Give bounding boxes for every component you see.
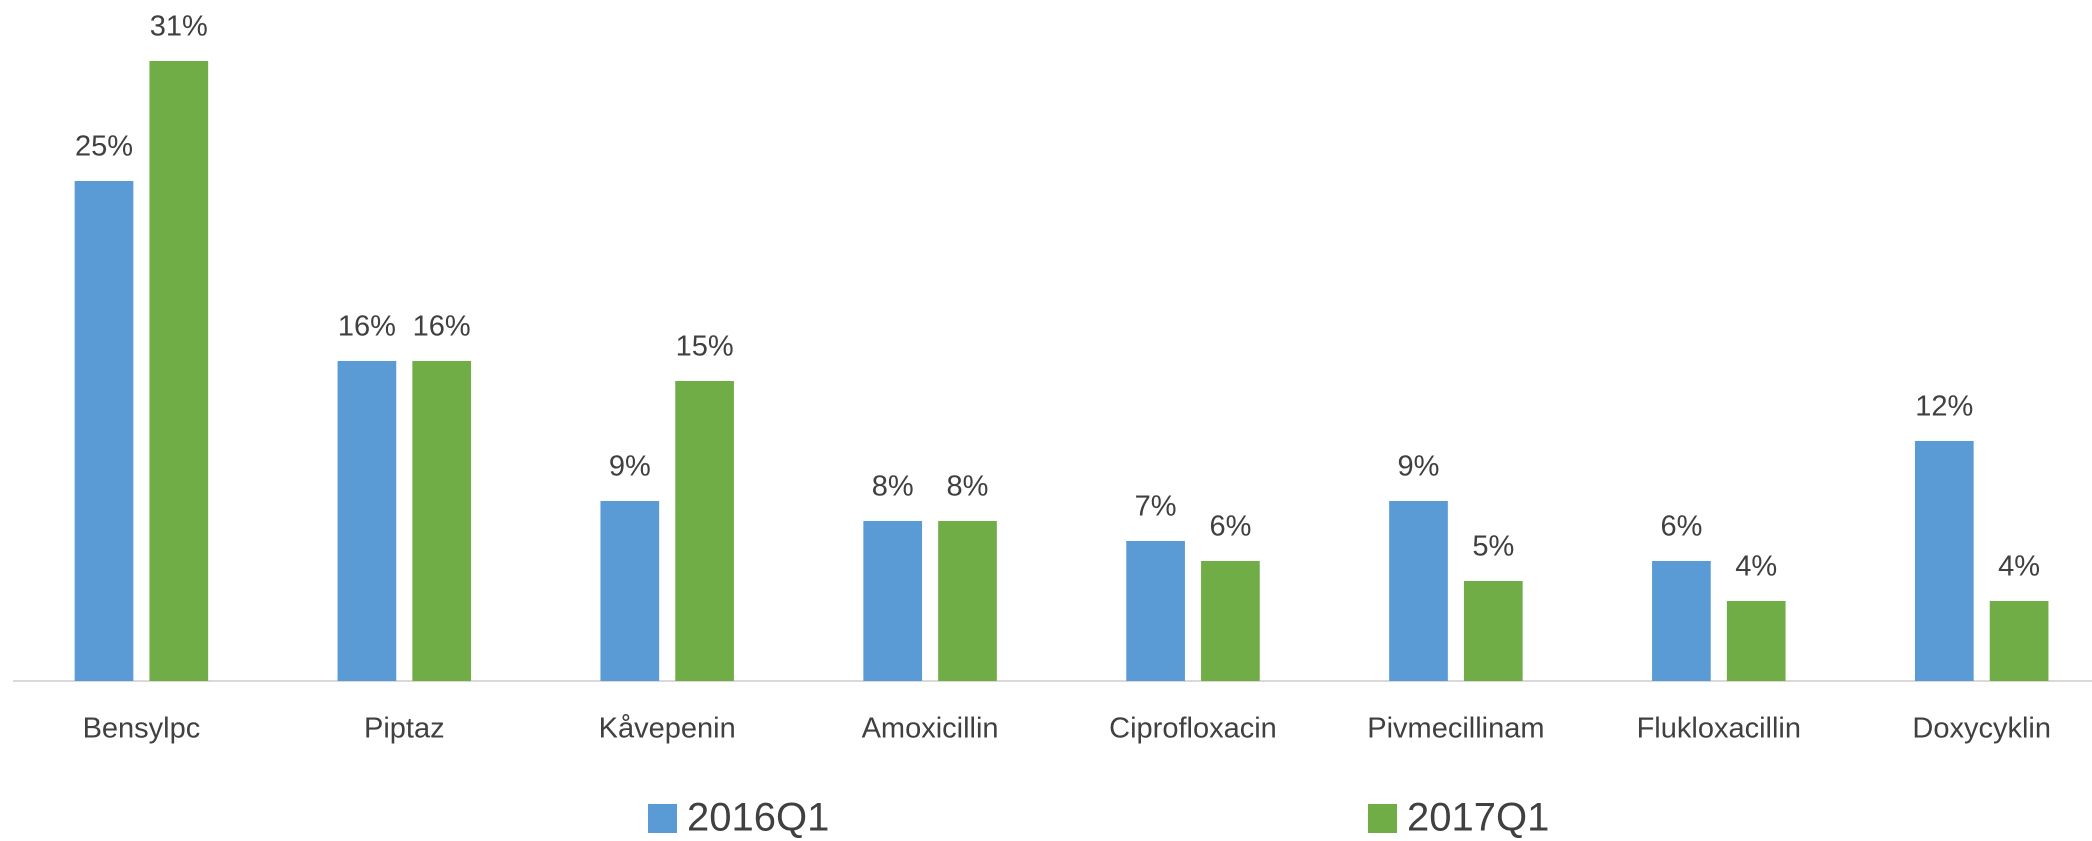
bar: [600, 501, 660, 681]
data-label: 4%: [1735, 551, 1777, 583]
bar: [938, 521, 997, 681]
x-tick-label: Doxycyklin: [1912, 713, 2051, 745]
bar: [412, 361, 472, 681]
x-tick-label: Ciprofloxacin: [1109, 713, 1277, 745]
data-label: 12%: [1915, 391, 1973, 423]
bar: [1389, 501, 1448, 681]
data-label: 16%: [413, 311, 471, 343]
legend-swatch: [1368, 804, 1397, 833]
data-label: 9%: [609, 451, 651, 483]
data-label: 9%: [1398, 451, 1440, 483]
data-label: 6%: [1209, 511, 1251, 543]
data-label: 6%: [1660, 511, 1702, 543]
data-label: 5%: [1472, 531, 1514, 563]
x-tick-label: Kåvepenin: [599, 713, 736, 745]
bar: [863, 521, 923, 681]
bar: [1652, 561, 1711, 681]
bar: [1914, 441, 1974, 681]
data-label: 4%: [1998, 551, 2040, 583]
legend-label: 2017Q1: [1407, 796, 1549, 840]
bar: [1201, 561, 1260, 681]
data-label: 31%: [150, 11, 208, 43]
x-tick-label: Amoxicillin: [862, 713, 999, 745]
data-label: 16%: [338, 311, 396, 343]
bar: [1989, 601, 2049, 681]
data-label: 7%: [1135, 491, 1177, 523]
bar: [1126, 541, 1185, 681]
bar: [675, 381, 734, 681]
x-tick-label: Piptaz: [364, 713, 445, 745]
x-tick-label: Flukloxacillin: [1637, 713, 1801, 745]
data-label: 8%: [947, 471, 989, 503]
legend-label: 2016Q1: [687, 796, 829, 840]
x-tick-label: Bensylpc: [83, 713, 201, 745]
bar: [74, 181, 134, 681]
bar: [1726, 601, 1786, 681]
bar: [337, 361, 397, 681]
bar: [149, 61, 209, 681]
legend-swatch: [648, 804, 677, 833]
data-label: 8%: [872, 471, 914, 503]
data-label: 15%: [676, 331, 734, 363]
data-label: 25%: [75, 131, 133, 163]
bar: [1463, 581, 1523, 681]
x-tick-label: Pivmecillinam: [1367, 713, 1544, 745]
